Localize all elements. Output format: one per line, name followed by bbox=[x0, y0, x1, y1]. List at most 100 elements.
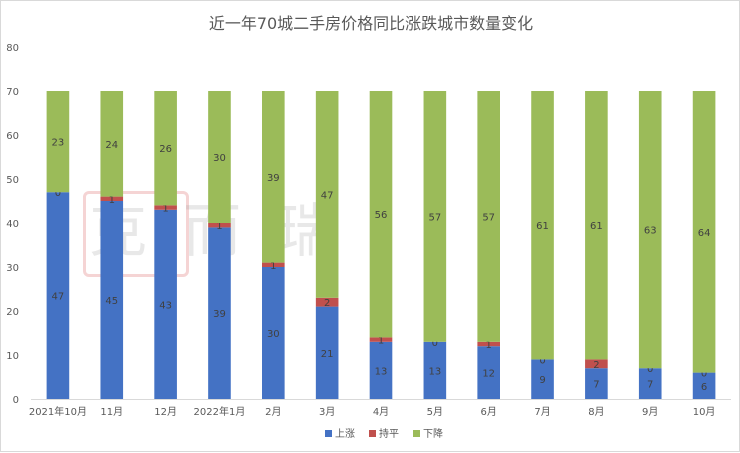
data-label: 9 bbox=[539, 375, 545, 386]
data-label: 1 bbox=[378, 336, 384, 347]
data-label: 1 bbox=[216, 221, 222, 232]
watermark-logo bbox=[83, 191, 189, 277]
x-tick-label: 4月 bbox=[373, 406, 389, 418]
bar-segment bbox=[369, 341, 393, 399]
data-label: 6 bbox=[701, 382, 707, 393]
data-label: 47 bbox=[52, 292, 65, 303]
y-tick-label: 20 bbox=[6, 307, 19, 318]
bar-segment bbox=[531, 359, 554, 399]
bar-segment bbox=[638, 368, 662, 399]
bar-segment bbox=[315, 91, 339, 298]
y-tick-label: 60 bbox=[6, 131, 19, 142]
data-label: 21 bbox=[321, 349, 334, 360]
data-label: 1 bbox=[486, 340, 492, 351]
bar-segment bbox=[262, 91, 285, 263]
data-label: 39 bbox=[267, 173, 280, 184]
chart-title: 近一年70城二手房价格同比涨跌城市数量变化 bbox=[208, 14, 534, 33]
x-tick-label: 11月 bbox=[100, 406, 123, 418]
data-label: 0 bbox=[539, 355, 545, 366]
bar-segment bbox=[46, 91, 70, 193]
data-label: 45 bbox=[105, 296, 118, 307]
bar-segment bbox=[477, 346, 500, 399]
bar-segment bbox=[423, 341, 447, 399]
data-label: 26 bbox=[159, 144, 172, 155]
bar-segment bbox=[100, 201, 124, 399]
data-label: 23 bbox=[52, 138, 65, 149]
legend-label: 持平 bbox=[379, 427, 399, 440]
y-tick-label: 10 bbox=[6, 351, 19, 362]
bar-segment bbox=[692, 372, 716, 399]
y-tick-label: 50 bbox=[6, 175, 19, 186]
bar-segment bbox=[585, 368, 608, 399]
x-tick-label: 9月 bbox=[642, 406, 658, 418]
bar-segment bbox=[423, 91, 447, 342]
data-label: 0 bbox=[432, 338, 438, 349]
bar-segment bbox=[369, 91, 393, 338]
y-tick-label: 30 bbox=[6, 263, 19, 274]
data-label: 57 bbox=[482, 212, 495, 223]
data-label: 13 bbox=[428, 366, 441, 377]
x-tick-label: 2月 bbox=[265, 406, 281, 418]
data-label: 2 bbox=[324, 298, 330, 309]
bar-segment bbox=[262, 262, 285, 267]
bar-segment bbox=[154, 209, 177, 399]
x-tick-label: 2021年10月 bbox=[29, 405, 87, 418]
data-label: 30 bbox=[213, 153, 226, 164]
x-tick-label: 3月 bbox=[319, 406, 335, 418]
bar-segment bbox=[208, 227, 231, 399]
data-label: 61 bbox=[590, 221, 603, 232]
bar-segment bbox=[369, 337, 393, 342]
y-tick-label: 70 bbox=[6, 87, 19, 98]
bar-segment bbox=[585, 359, 608, 369]
data-label: 39 bbox=[213, 309, 226, 320]
data-label: 1 bbox=[270, 261, 276, 272]
data-label: 1 bbox=[162, 204, 168, 215]
data-label: 7 bbox=[593, 380, 599, 391]
bar-segment bbox=[585, 91, 608, 360]
data-label: 63 bbox=[644, 226, 657, 237]
bar-segment bbox=[208, 223, 231, 228]
bar-segment bbox=[46, 192, 70, 399]
data-label: 43 bbox=[159, 300, 172, 311]
data-label: 0 bbox=[647, 364, 653, 375]
x-tick-label: 7月 bbox=[534, 406, 550, 418]
bar-segment bbox=[208, 91, 231, 223]
y-tick-label: 80 bbox=[6, 43, 19, 54]
data-label: 0 bbox=[55, 188, 61, 199]
legend-label: 上涨 bbox=[335, 428, 355, 440]
bar-segment bbox=[531, 91, 554, 360]
x-tick-label: 10月 bbox=[693, 406, 716, 418]
bar-segment bbox=[315, 306, 339, 399]
bar-segment bbox=[154, 91, 177, 206]
legend-swatch bbox=[413, 430, 420, 437]
bar-segment bbox=[315, 297, 339, 307]
data-label: 13 bbox=[375, 366, 388, 377]
data-label: 47 bbox=[321, 190, 334, 201]
legend-swatch bbox=[369, 430, 376, 437]
data-label: 61 bbox=[536, 221, 549, 232]
bar-segment bbox=[154, 205, 177, 210]
x-tick-label: 6月 bbox=[481, 406, 497, 418]
legend-label: 下降 bbox=[423, 427, 443, 440]
x-tick-label: 5月 bbox=[427, 406, 443, 418]
bar-segment bbox=[100, 91, 124, 197]
bar-segment bbox=[262, 267, 285, 399]
x-tick-label: 12月 bbox=[154, 406, 177, 418]
data-label: 57 bbox=[428, 212, 441, 223]
data-label: 1 bbox=[109, 195, 115, 206]
bar-segment bbox=[100, 196, 124, 201]
y-tick-label: 0 bbox=[13, 395, 19, 406]
data-label: 12 bbox=[482, 369, 495, 380]
x-tick-label: 2022年1月 bbox=[194, 405, 246, 418]
x-tick-label: 8月 bbox=[588, 406, 604, 418]
bar-segment bbox=[692, 91, 716, 373]
data-label: 64 bbox=[698, 228, 711, 239]
data-label: 7 bbox=[647, 380, 653, 391]
legend-swatch bbox=[325, 430, 332, 437]
data-label: 24 bbox=[105, 140, 118, 151]
bar-segment bbox=[638, 91, 662, 369]
bar-segment bbox=[477, 91, 500, 342]
y-tick-label: 40 bbox=[6, 219, 19, 230]
